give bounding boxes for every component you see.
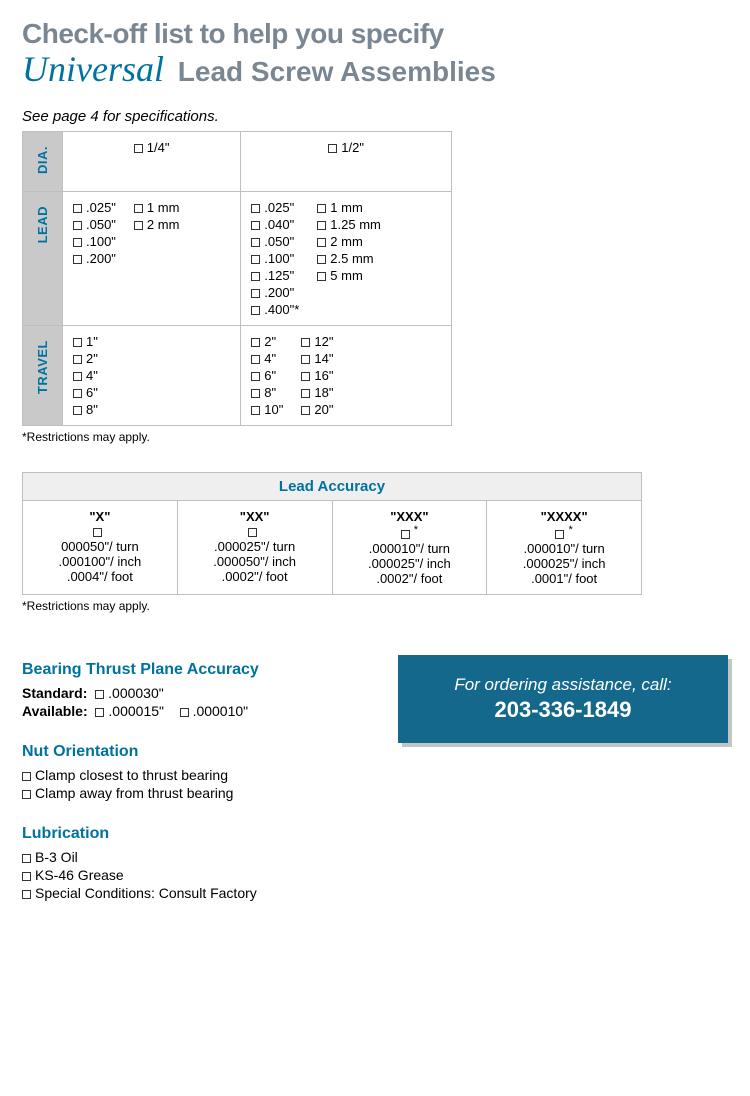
accuracy-cell[interactable]: "XX".000025"/ turn.000050"/ inch.0002"/ … [177, 501, 332, 595]
lead-option[interactable]: .100" [251, 251, 299, 266]
restrict-note-2: *Restrictions may apply. [22, 599, 728, 613]
lead-h-cell: .025" .040" .050" .100" .125" .200" .400"* 1 m… [241, 192, 452, 326]
lead-option[interactable]: .200" [251, 285, 299, 300]
lead-option[interactable]: .025" [251, 200, 299, 215]
travel-option[interactable]: 6" [251, 368, 283, 383]
travel-option[interactable]: 8" [251, 385, 283, 400]
lead-option[interactable]: 2.5 mm [317, 251, 381, 266]
lead-option[interactable]: 2 mm [317, 234, 381, 249]
travel-option[interactable]: 2" [251, 334, 283, 349]
lead-option[interactable]: 5 mm [317, 268, 381, 283]
restrict-note-1: *Restrictions may apply. [22, 430, 728, 444]
lead-option[interactable]: .100" [73, 234, 116, 249]
travel-option[interactable]: 2" [73, 351, 98, 366]
travel-option[interactable]: 10" [251, 402, 283, 417]
title-line1: Check-off list to help you specify [22, 18, 728, 50]
lead-option[interactable]: .200" [73, 251, 116, 266]
lead-option[interactable]: .400"* [251, 302, 299, 317]
call-phone: 203-336-1849 [424, 697, 702, 723]
nut-header: Nut Orientation [22, 743, 398, 761]
lead-option[interactable]: 1.25 mm [317, 217, 381, 232]
travel-option[interactable]: 6" [73, 385, 98, 400]
travel-q-cell: 1" 2" 4" 6" 8" [63, 326, 241, 426]
call-line1: For ordering assistance, call: [424, 675, 702, 695]
lead-option[interactable]: 2 mm [134, 217, 180, 232]
rowhead-travel: TRAVEL [23, 326, 63, 426]
accuracy-cell[interactable]: "XXXX"*.000010"/ turn.000025"/ inch.0001… [487, 501, 642, 595]
btpa-header: Bearing Thrust Plane Accuracy [22, 661, 398, 679]
lub-opt1[interactable]: B-3 Oil [22, 849, 398, 865]
lead-option[interactable]: .025" [73, 200, 116, 215]
rowhead-lead: LEAD [23, 192, 63, 326]
travel-option[interactable]: 8" [73, 402, 98, 417]
lead-option[interactable]: 1 mm [134, 200, 180, 215]
travel-option[interactable]: 1" [73, 334, 98, 349]
dia-h[interactable]: 1/2" [241, 132, 452, 192]
spec-table: DIA. 1/4" 1/2" LEAD .025" .050" .100" .200"… [22, 131, 452, 426]
dia-q[interactable]: 1/4" [63, 132, 241, 192]
lub-opt3[interactable]: Special Conditions: Consult Factory [22, 885, 398, 901]
call-box: For ordering assistance, call: 203-336-1… [398, 655, 728, 743]
travel-option[interactable]: 16" [301, 368, 333, 383]
travel-option[interactable]: 12" [301, 334, 333, 349]
lead-option[interactable]: 1 mm [317, 200, 381, 215]
accuracy-table: Lead Accuracy "X"000050"/ turn.000100"/ … [22, 472, 642, 595]
travel-option[interactable]: 18" [301, 385, 333, 400]
lead-option[interactable]: .050" [251, 234, 299, 249]
title-line2: Universal Lead Screw Assemblies [22, 48, 728, 90]
btpa-standard[interactable]: Standard: .000030" [22, 685, 398, 701]
travel-option[interactable]: 4" [251, 351, 283, 366]
travel-h-cell: 2" 4" 6" 8" 10" 12" 14" 16" 18" 20" [241, 326, 452, 426]
travel-option[interactable]: 4" [73, 368, 98, 383]
nut-opt2[interactable]: Clamp away from thrust bearing [22, 785, 398, 801]
travel-option[interactable]: 20" [301, 402, 333, 417]
lead-option[interactable]: .125" [251, 268, 299, 283]
btpa-available[interactable]: Available: .000015" .000010" [22, 703, 398, 719]
accuracy-cell[interactable]: "XXX"*.000010"/ turn.000025"/ inch.0002"… [332, 501, 487, 595]
see-page-note: See page 4 for specifications. [22, 108, 728, 125]
travel-option[interactable]: 14" [301, 351, 333, 366]
rowhead-dia: DIA. [23, 132, 63, 192]
title-universal: Universal [22, 49, 164, 89]
accuracy-header: Lead Accuracy [23, 473, 642, 501]
lub-header: Lubrication [22, 825, 398, 843]
lead-q-cell: .025" .050" .100" .200" 1 mm 2 mm [63, 192, 241, 326]
lub-opt2[interactable]: KS-46 Grease [22, 867, 398, 883]
title-rest: Lead Screw Assemblies [170, 56, 496, 87]
accuracy-cell[interactable]: "X"000050"/ turn.000100"/ inch.0004"/ fo… [23, 501, 178, 595]
lead-option[interactable]: .050" [73, 217, 116, 232]
nut-opt1[interactable]: Clamp closest to thrust bearing [22, 767, 398, 783]
lead-option[interactable]: .040" [251, 217, 299, 232]
